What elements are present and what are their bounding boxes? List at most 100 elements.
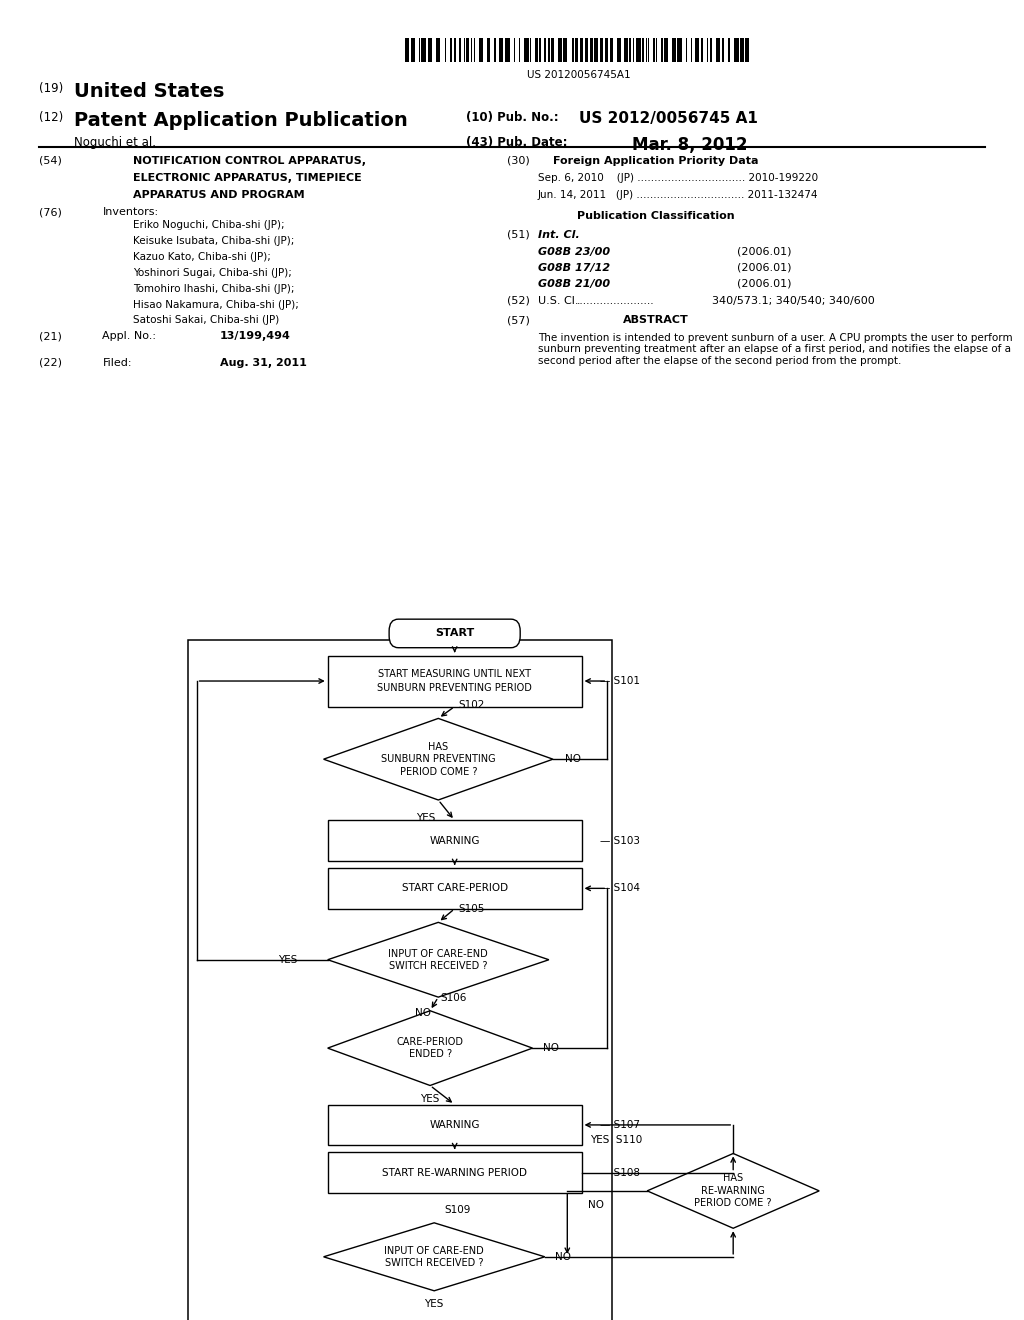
Polygon shape	[328, 1011, 532, 1085]
Text: NO: NO	[415, 1007, 431, 1018]
Bar	[471, 38, 472, 62]
Bar	[506, 38, 510, 62]
FancyBboxPatch shape	[328, 820, 582, 861]
Bar	[422, 38, 426, 62]
Bar	[678, 38, 682, 62]
Text: (21): (21)	[39, 331, 61, 342]
Text: 13/199,494: 13/199,494	[220, 331, 291, 342]
Text: — S107: — S107	[600, 1119, 640, 1130]
Text: S106: S106	[440, 993, 467, 1002]
Bar	[563, 38, 567, 62]
Bar	[519, 38, 520, 62]
Text: — S103: — S103	[600, 836, 640, 846]
Bar	[594, 38, 598, 62]
Text: HAS
SUNBURN PREVENTING
PERIOD COME ?: HAS SUNBURN PREVENTING PERIOD COME ?	[381, 742, 496, 776]
Bar	[428, 38, 432, 62]
Text: (10) Pub. No.:: (10) Pub. No.:	[466, 111, 558, 124]
FancyBboxPatch shape	[328, 1152, 582, 1193]
Bar	[575, 38, 578, 62]
Bar	[662, 38, 663, 62]
Text: START RE-WARNING PERIOD: START RE-WARNING PERIOD	[382, 1167, 527, 1177]
Text: Appl. No.:: Appl. No.:	[102, 331, 157, 342]
Text: S109: S109	[444, 1205, 471, 1214]
Bar	[648, 38, 649, 62]
Bar	[664, 38, 668, 62]
Bar	[419, 38, 420, 62]
FancyBboxPatch shape	[328, 869, 582, 908]
Text: Inventors:: Inventors:	[102, 207, 159, 218]
Bar	[629, 38, 632, 62]
Bar	[691, 38, 692, 62]
Text: Filed:: Filed:	[102, 358, 132, 368]
Text: WARNING: WARNING	[429, 1119, 480, 1130]
Text: US 2012/0056745 A1: US 2012/0056745 A1	[579, 111, 758, 125]
Bar	[444, 38, 445, 62]
Bar	[617, 38, 622, 62]
Polygon shape	[324, 718, 553, 800]
Bar	[723, 38, 724, 62]
Text: START: START	[435, 628, 474, 639]
Bar	[494, 38, 497, 62]
Text: HAS
RE-WARNING
PERIOD COME ?: HAS RE-WARNING PERIOD COME ?	[694, 1173, 772, 1208]
Bar	[514, 38, 515, 62]
Text: YES: YES	[425, 1299, 443, 1309]
Bar	[551, 38, 554, 62]
Bar	[499, 38, 503, 62]
Bar	[529, 38, 531, 62]
Text: NO: NO	[555, 1251, 571, 1262]
Bar	[436, 38, 440, 62]
Text: Patent Application Publication: Patent Application Publication	[74, 111, 408, 129]
Bar	[739, 38, 744, 62]
Bar	[590, 38, 593, 62]
Bar	[411, 38, 415, 62]
Bar	[653, 38, 654, 62]
Bar	[464, 38, 465, 62]
Bar	[656, 38, 657, 62]
Text: Sep. 6, 2010    (JP) ................................ 2010-199220: Sep. 6, 2010 (JP) ......................…	[538, 173, 818, 183]
Text: — S108: — S108	[600, 1167, 640, 1177]
Text: Int. Cl.: Int. Cl.	[538, 230, 580, 240]
Text: Satoshi Sakai, Chiba-shi (JP): Satoshi Sakai, Chiba-shi (JP)	[133, 315, 280, 326]
Text: (22): (22)	[39, 358, 61, 368]
Text: US 20120056745A1: US 20120056745A1	[526, 70, 631, 81]
Text: ELECTRONIC APPARATUS, TIMEPIECE: ELECTRONIC APPARATUS, TIMEPIECE	[133, 173, 361, 183]
Bar	[479, 38, 483, 62]
Text: S105: S105	[459, 904, 485, 915]
Text: CARE-PERIOD
ENDED ?: CARE-PERIOD ENDED ?	[396, 1038, 464, 1060]
Text: — S101: — S101	[600, 676, 640, 686]
Bar	[624, 38, 628, 62]
Bar	[524, 38, 528, 62]
Bar	[642, 38, 644, 62]
Bar	[701, 38, 702, 62]
Text: G08B 21/00: G08B 21/00	[538, 279, 609, 289]
Bar	[548, 38, 550, 62]
FancyBboxPatch shape	[328, 656, 582, 706]
Text: START MEASURING UNTIL NEXT
SUNBURN PREVENTING PERIOD: START MEASURING UNTIL NEXT SUNBURN PREVE…	[377, 669, 532, 693]
Bar	[745, 38, 750, 62]
Text: (2006.01): (2006.01)	[737, 247, 792, 257]
Text: (2006.01): (2006.01)	[737, 263, 792, 273]
Text: (52): (52)	[507, 296, 529, 306]
Text: U.S. Cl.: U.S. Cl.	[538, 296, 579, 306]
Text: NOTIFICATION CONTROL APPARATUS,: NOTIFICATION CONTROL APPARATUS,	[133, 156, 367, 166]
Text: YES: YES	[278, 954, 297, 965]
Bar	[600, 38, 603, 62]
Polygon shape	[324, 1222, 545, 1291]
Bar	[734, 38, 738, 62]
Bar	[711, 38, 712, 62]
Bar	[686, 38, 687, 62]
Text: (57): (57)	[507, 315, 529, 326]
Text: Eriko Noguchi, Chiba-shi (JP);: Eriko Noguchi, Chiba-shi (JP);	[133, 220, 285, 231]
Bar	[539, 38, 542, 62]
Text: Publication Classification: Publication Classification	[577, 211, 734, 222]
Text: (54): (54)	[39, 156, 61, 166]
Text: NO: NO	[588, 1200, 604, 1210]
Text: Kazuo Kato, Chiba-shi (JP);: Kazuo Kato, Chiba-shi (JP);	[133, 252, 271, 263]
FancyBboxPatch shape	[389, 619, 520, 648]
Text: (19): (19)	[39, 82, 63, 95]
Text: Mar. 8, 2012: Mar. 8, 2012	[632, 136, 748, 154]
Text: Aug. 31, 2011: Aug. 31, 2011	[220, 358, 307, 368]
Bar	[694, 38, 699, 62]
Text: G08B 17/12: G08B 17/12	[538, 263, 609, 273]
Bar	[571, 38, 574, 62]
